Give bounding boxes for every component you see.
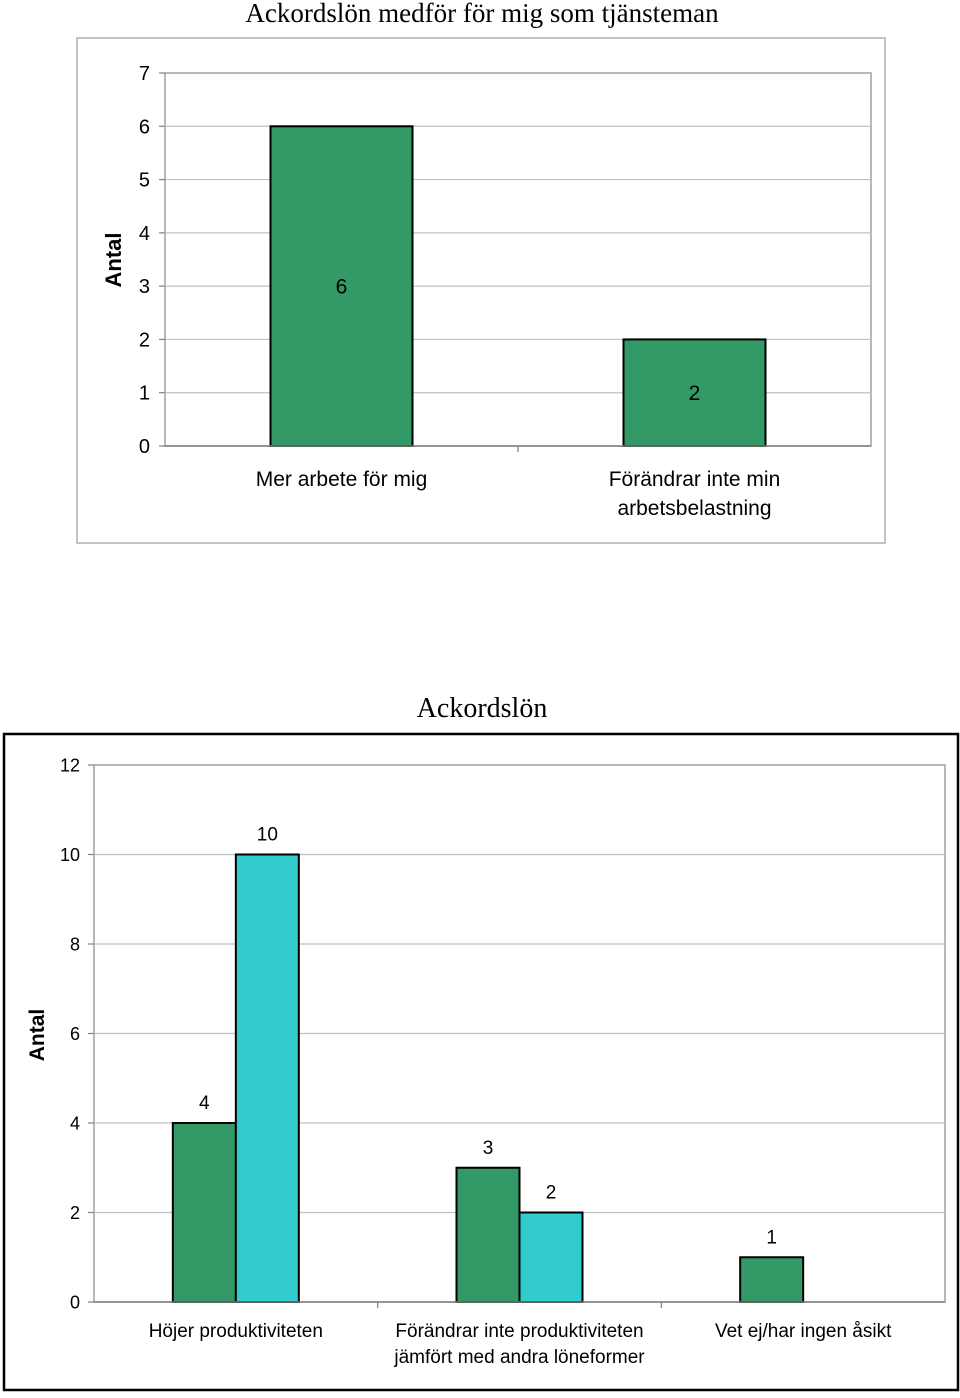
x-tick-label: Förändrar inte min arbetsbelastning [609,468,781,520]
bar [269,125,414,448]
chart-title: Ackordslön [417,693,548,724]
data-label: 10 [257,825,278,846]
data-label: 2 [689,382,701,405]
bar [234,853,300,1303]
chart-title: Ackordslön medför för mig som tjänsteman [245,0,719,28]
y-axis: 0 1 2 3 4 5 6 7 [139,63,165,458]
bar [518,1211,584,1303]
data-label: 6 [336,275,348,298]
y-tick-label: 6 [139,116,150,138]
data-label: 2 [546,1183,557,1204]
y-tick-label: 2 [70,1203,80,1223]
bar [171,1122,237,1303]
chart-piece-rate: Ackordslön 0 2 4 6 8 10 12 4 10 3 2 1 Höjer produk… [2,693,960,1392]
chart-productivity-workload: Ackordslön medför för mig som tjänsteman… [76,0,886,544]
y-tick-label: 1 [139,383,150,405]
bar [455,1166,521,1303]
y-tick-label: 6 [70,1024,80,1044]
bars: 62 [269,125,767,448]
x-axis: Mer arbete för mig Förändrar inte min arbe… [165,445,871,520]
y-tick-label: 3 [139,276,150,298]
y-axis-title: Antal [101,233,126,288]
y-tick-label: 4 [70,1113,80,1133]
y-axis: 0 2 4 6 8 10 12 [60,755,94,1312]
bar [739,1256,805,1303]
bars: 4 10 3 2 1 [171,825,805,1303]
y-tick-label: 0 [70,1292,80,1312]
y-tick-label: 0 [139,436,150,458]
x-tick-label: Mer arbete för mig [256,468,428,491]
y-tick-label: 8 [70,934,80,954]
y-axis-title: Antal [26,1009,49,1062]
bar [622,338,767,447]
x-tick-label: Vet ej/har ingen åsikt [715,1321,892,1342]
data-label: 4 [199,1093,210,1114]
y-tick-label: 4 [139,223,150,245]
x-axis: Höjer produktiviteten Förändrar inte prod… [94,1301,945,1368]
y-tick-label: 2 [139,329,150,351]
y-tick-label: 7 [139,63,150,85]
y-tick-label: 12 [60,755,80,775]
x-tick-label: Förändrar inte produktiviteten jämfört me… [393,1321,645,1368]
y-tick-label: 10 [60,845,80,865]
data-label: 1 [766,1227,777,1248]
y-tick-label: 5 [139,170,150,192]
x-tick-label: Höjer produktiviteten [149,1321,323,1342]
data-label: 3 [483,1138,494,1159]
